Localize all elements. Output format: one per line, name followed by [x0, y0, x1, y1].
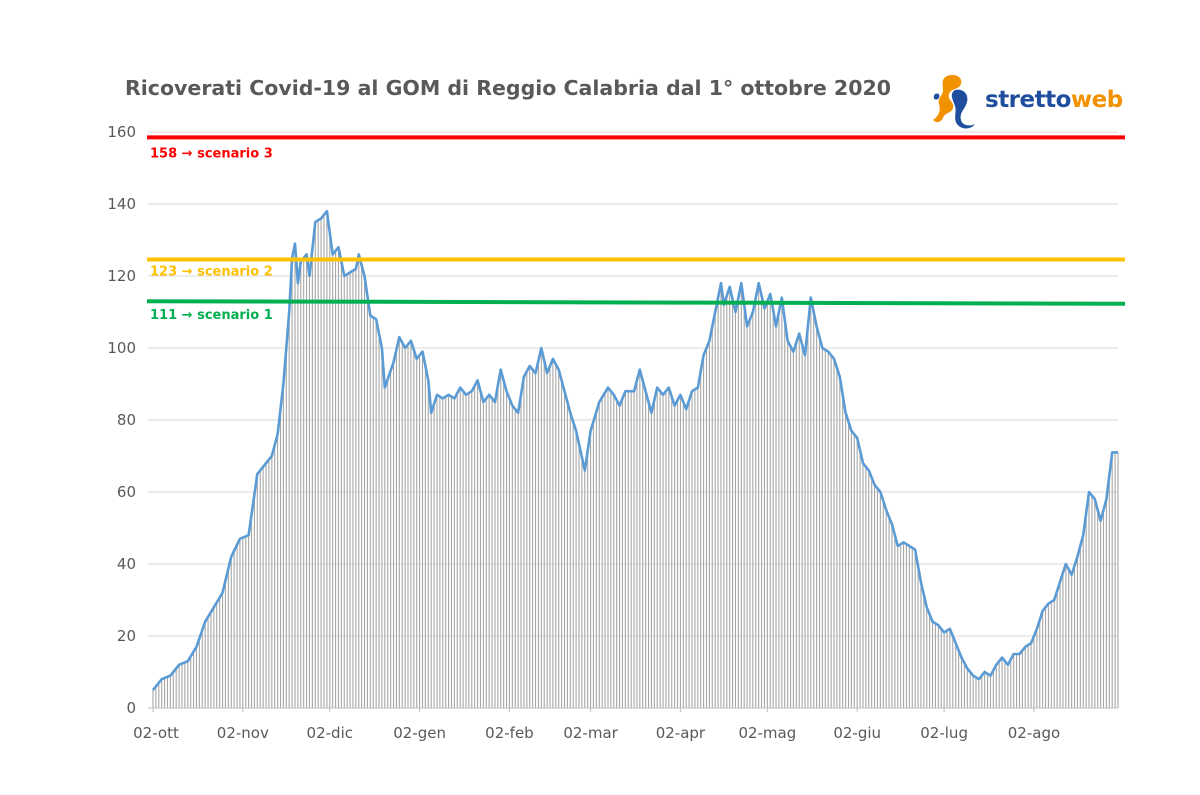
- x-tick-label: 02-feb: [485, 724, 534, 742]
- x-tick-label: 02-mag: [738, 724, 796, 742]
- y-axis-ticks: 0 20 40 60 80 100 120 140 160: [107, 123, 136, 717]
- reference-lines: 158 → scenario 3 123 → scenario 2 111 → sc…: [146, 135, 1126, 323]
- logo-text-part2: web: [1070, 87, 1123, 113]
- reference-line-label: 123 → scenario 2: [150, 264, 273, 279]
- logo-text-part1: stretto: [985, 87, 1071, 113]
- x-tick-label: 02-ott: [133, 724, 179, 742]
- series-line-layer: [151, 209, 1118, 691]
- x-tick-label: 02-dic: [307, 724, 353, 742]
- x-tick-label: 02-apr: [656, 724, 706, 742]
- reference-line-label: 111 → scenario 1: [150, 308, 273, 323]
- x-tick-label: 02-lug: [920, 724, 968, 742]
- series-line: [151, 209, 1118, 691]
- y-tick-label: 140: [107, 195, 136, 213]
- logo-map-icon: [933, 74, 975, 129]
- y-tick-label: 20: [117, 627, 136, 645]
- gridlines: [148, 131, 1118, 709]
- x-tick-label: 02-gen: [393, 724, 446, 742]
- y-tick-label: 0: [126, 699, 136, 717]
- bars: [152, 211, 1119, 708]
- logo-text: strettoweb: [985, 87, 1123, 113]
- y-tick-label: 40: [117, 555, 136, 573]
- x-tick-label: 02-mar: [563, 724, 618, 742]
- y-tick-label: 120: [107, 267, 136, 285]
- reference-line-label: 158 → scenario 3: [150, 146, 273, 161]
- reference-line: [146, 299, 1126, 306]
- y-tick-label: 160: [107, 123, 136, 141]
- y-tick-label: 100: [107, 339, 136, 357]
- x-tick-label: 02-giu: [833, 724, 881, 742]
- x-axis-ticks: 02-ott 02-nov 02-dic 02-gen 02-feb 02-mar 02-a…: [133, 707, 1118, 742]
- chart-title: Ricoverati Covid-19 al GOM di Reggio Cal…: [125, 76, 891, 100]
- y-tick-label: 80: [117, 411, 136, 429]
- x-tick-label: 02-ago: [1008, 724, 1060, 742]
- strettoweb-logo: strettoweb: [925, 70, 1135, 132]
- y-tick-label: 60: [117, 483, 136, 501]
- x-tick-label: 02-nov: [217, 724, 269, 742]
